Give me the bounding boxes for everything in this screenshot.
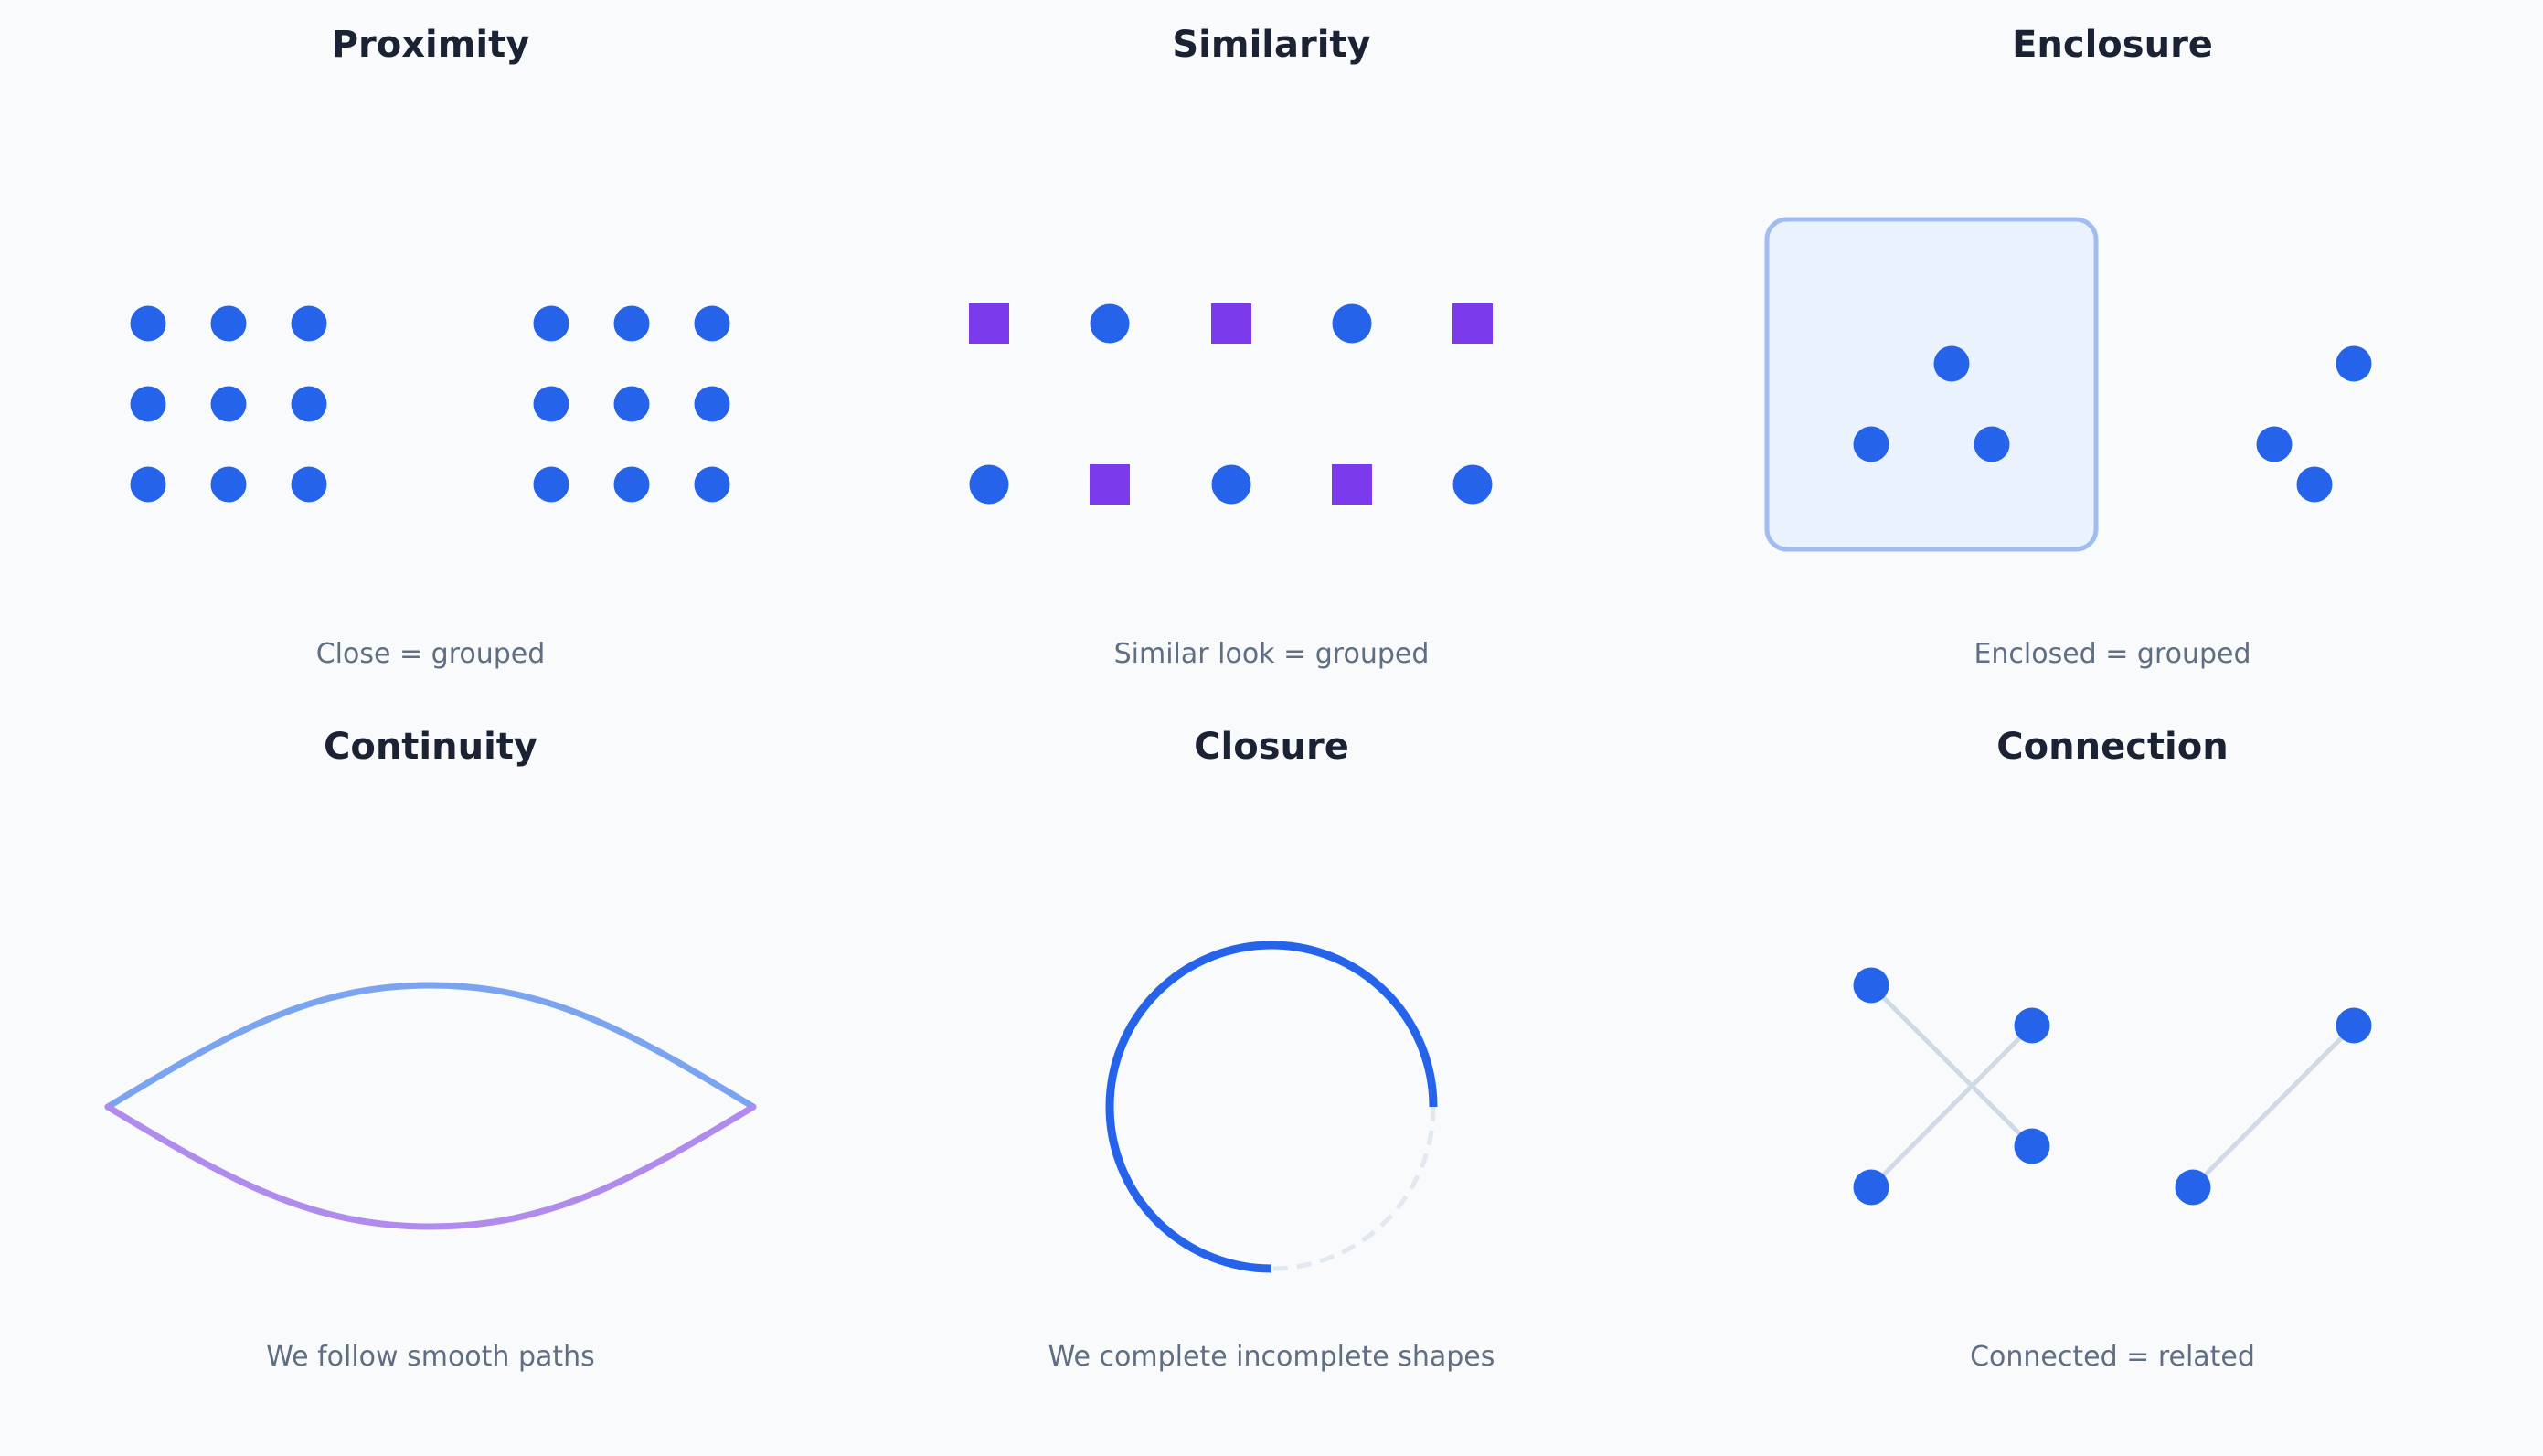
similarity-circle [1090, 303, 1130, 344]
similarity-panel: Similarity Similar look = grouped [969, 24, 1493, 670]
closure-arc [1105, 941, 1438, 1273]
enclosed-dot [1853, 426, 1889, 462]
lower-curve [104, 1103, 757, 1230]
proximity-caption: Close = grouped [316, 638, 546, 670]
proximity-group-left [130, 305, 327, 503]
similarity-square [1090, 464, 1130, 505]
proximity-dot [210, 305, 247, 342]
upper-curve [104, 982, 757, 1111]
connection-dot [2175, 1169, 2211, 1206]
closure-gap-arc [1271, 1106, 1436, 1271]
proximity-dot [130, 466, 166, 503]
connection-dot [1853, 1169, 1889, 1206]
proximity-dot [613, 466, 650, 503]
proximity-dot [613, 305, 650, 342]
connection-dot [1853, 967, 1889, 1004]
enclosed-dot [1974, 426, 2010, 462]
similarity-caption: Similar look = grouped [1114, 638, 1430, 670]
similarity-circle [1332, 303, 1372, 344]
similarity-title: Similarity [1172, 24, 1370, 66]
proximity-group-right [533, 305, 730, 503]
proximity-dot [694, 386, 730, 422]
outside-dot [2256, 426, 2293, 462]
proximity-dot [533, 466, 569, 503]
similarity-square [1452, 303, 1493, 344]
similarity-square [969, 303, 1009, 344]
connection-panel: Connection Connected = related [1853, 726, 2372, 1373]
closure-caption: We complete incomplete shapes [1048, 1341, 1495, 1373]
proximity-dot [694, 305, 730, 342]
connection-title: Connection [1996, 726, 2228, 768]
connection-dot [2336, 1007, 2372, 1044]
enclosure-box [1764, 217, 2099, 552]
similarity-circle [1211, 464, 1251, 505]
similarity-circle [969, 464, 1009, 505]
closure-title: Closure [1194, 726, 1349, 768]
proximity-dot [694, 466, 730, 503]
proximity-dot [291, 466, 327, 503]
connection-dot [2014, 1128, 2050, 1164]
outside-dot [2296, 466, 2333, 503]
closure-panel: Closure We complete incomplete shapes [1048, 726, 1495, 1373]
proximity-title: Proximity [332, 24, 530, 66]
connection-dot [2014, 1007, 2050, 1044]
proximity-dot [130, 386, 166, 422]
similarity-square [1332, 464, 1372, 505]
proximity-dot [613, 386, 650, 422]
proximity-dot [210, 466, 247, 503]
enclosure-panel: Enclosure Enclosed = grouped [1764, 24, 2372, 670]
continuity-caption: We follow smooth paths [266, 1341, 595, 1373]
similarity-circle [1452, 464, 1493, 505]
proximity-dot [130, 305, 166, 342]
similarity-square [1211, 303, 1251, 344]
proximity-dot [291, 305, 327, 342]
connection-caption: Connected = related [1970, 1341, 2255, 1373]
continuity-panel: Continuity We follow smooth paths [104, 726, 757, 1373]
outside-dot [2336, 345, 2372, 382]
enclosure-caption: Enclosed = grouped [1974, 638, 2250, 670]
connector-line [1869, 1024, 2034, 1189]
connector-line [1869, 983, 2034, 1148]
proximity-dot [291, 386, 327, 422]
proximity-panel: Proximity Close = grouped [130, 24, 730, 670]
proximity-dot [210, 386, 247, 422]
proximity-dot [533, 305, 569, 342]
proximity-dot [533, 386, 569, 422]
enclosed-dot [1933, 345, 1970, 382]
similarity-shapes [969, 303, 1493, 505]
enclosure-title: Enclosure [2012, 24, 2213, 66]
continuity-title: Continuity [324, 726, 537, 768]
connector-line [2191, 1024, 2356, 1189]
